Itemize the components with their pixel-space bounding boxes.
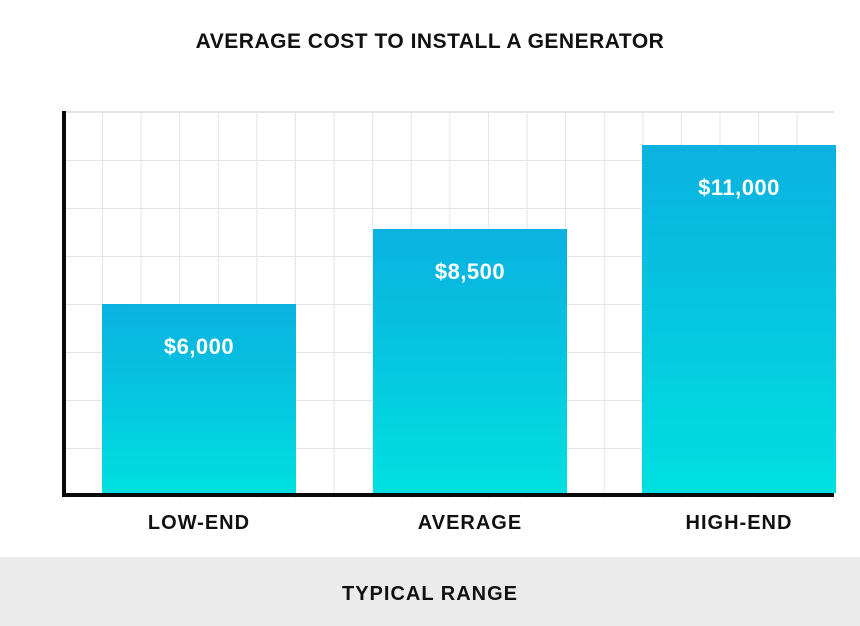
category-label-high-end: HIGH-END	[685, 512, 793, 534]
category-label-low-end: LOW-END	[147, 512, 251, 534]
bar-average: $8,500	[373, 229, 567, 493]
bar-high-end: $11,000	[642, 145, 836, 493]
y-axis-line	[62, 111, 66, 497]
footer-band: TYPICAL RANGE	[0, 557, 860, 626]
bar-low-end: $6,000	[102, 304, 296, 493]
chart-title: AVERAGE COST TO INSTALL A GENERATOR	[195, 30, 665, 53]
x-axis-title: TYPICAL RANGE	[342, 583, 518, 605]
bar-value-label: $11,000	[698, 175, 780, 200]
bar-value-label: $8,500	[434, 259, 506, 284]
x-axis-line	[62, 493, 834, 497]
bar-value-label: $6,000	[163, 334, 235, 359]
category-label-average: AVERAGE	[417, 512, 523, 534]
